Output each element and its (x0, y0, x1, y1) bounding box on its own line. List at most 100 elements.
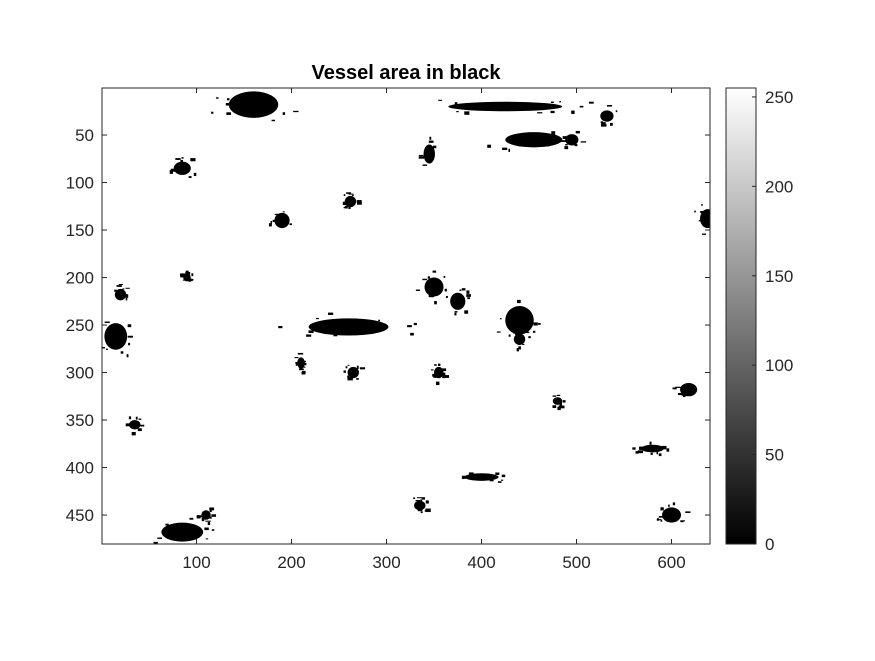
vessel-speck (209, 507, 215, 511)
vessel-blob (552, 397, 563, 405)
vessel-speck (515, 332, 520, 336)
vessel-speck (182, 279, 187, 281)
vessel-speck (560, 140, 567, 142)
vessel-speck (496, 331, 501, 333)
vessel-speck (459, 289, 462, 292)
vessel-speck (656, 519, 662, 521)
vessel-speck (601, 123, 607, 127)
vessel-speck (656, 451, 659, 455)
vessel-speck (466, 290, 470, 294)
vessel-speck (215, 97, 219, 99)
y-tick-label: 250 (66, 316, 94, 335)
colorbar-gradient (725, 87, 757, 545)
vessel-speck (165, 523, 169, 526)
vessel-region (102, 321, 134, 358)
vessel-speck (128, 416, 132, 420)
vessel-blob (114, 288, 127, 301)
vessel-speck (157, 537, 163, 539)
vessel-speck (105, 348, 108, 350)
vessel-speck (153, 541, 158, 544)
vessel-speck (575, 130, 580, 134)
vessel-speck (562, 136, 568, 139)
vessel-speck (658, 516, 664, 518)
vessel-blob (662, 507, 682, 523)
vessel-speck (126, 354, 129, 358)
vessel-speck (666, 448, 670, 452)
vessel-speck (357, 201, 362, 205)
x-tick-label: 600 (657, 553, 685, 572)
vessel-speck (415, 289, 420, 291)
vessel-speck (127, 324, 132, 328)
y-tick-label: 400 (66, 459, 94, 478)
vessel-speck (522, 343, 525, 346)
colorbar-tick-label: 250 (765, 88, 793, 107)
vessel-speck (295, 362, 298, 366)
vessel-speck (278, 326, 283, 329)
vessel-speck (188, 278, 194, 281)
vessel-speck (518, 346, 521, 350)
vessel-speck (315, 317, 319, 320)
vessel-speck (185, 272, 188, 275)
vessel-speck (574, 142, 577, 146)
vessel-speck (680, 520, 685, 522)
vessel-speck (672, 387, 677, 390)
vessel-blob (700, 209, 710, 229)
vessel-speck (714, 203, 719, 206)
vessel-speck (137, 428, 142, 432)
colorbar-tick-label: 150 (765, 267, 793, 286)
vessel-speck (580, 141, 587, 143)
vessel-speck (211, 529, 215, 531)
vessel-speck (528, 336, 531, 339)
vessel-speck (271, 119, 276, 122)
vessel-speck (558, 405, 564, 408)
vessel-speck (508, 334, 511, 337)
vessel-speck (118, 283, 123, 285)
vessel-speck (516, 329, 519, 333)
vessel-speck (519, 332, 523, 336)
vessel-blob (641, 444, 664, 453)
vessel-speck (430, 369, 434, 371)
x-tick-label: 400 (467, 553, 495, 572)
vessel-speck (352, 194, 354, 197)
vessel-speck (429, 136, 432, 140)
colorbar-ticks: 0 50 100 150 200 250 (752, 88, 793, 554)
vessel-speck (125, 423, 131, 427)
x-tick-label: 500 (562, 553, 590, 572)
vessel-speck (209, 509, 212, 513)
vessel-speck (420, 511, 423, 514)
vessel-speck (678, 392, 683, 396)
vessel-blob (104, 323, 128, 350)
vessel-speck (537, 112, 543, 114)
x-tick-label: 200 (277, 553, 305, 572)
vessel-speck (552, 395, 557, 397)
vessel-region (415, 270, 447, 305)
vessel-speck (565, 144, 568, 146)
vessel-region (461, 472, 506, 483)
vessel-speck (668, 504, 670, 507)
vessel-speck (302, 366, 306, 368)
vessel-blob (347, 366, 359, 379)
vessel-speck (420, 499, 423, 503)
vessel-speck (294, 356, 299, 359)
colorbar-tick-label: 0 (765, 535, 774, 554)
vessel-speck (348, 206, 351, 210)
vessel-speck (432, 270, 437, 273)
vessel-speck (442, 372, 446, 377)
vessel-blob (161, 522, 204, 542)
vessel-region (672, 382, 698, 398)
vessel-region (342, 192, 362, 210)
vessel-speck (226, 98, 230, 101)
vessel-speck (508, 148, 511, 152)
vessel-speck (437, 363, 441, 366)
vessel-speck (702, 233, 706, 235)
vessel-speck (518, 330, 523, 333)
vessel-speck (180, 159, 183, 163)
vessel-speck (343, 194, 346, 196)
vessel-blob (308, 318, 389, 336)
vessel-speck (306, 334, 312, 337)
vessel-speck (347, 364, 350, 366)
vessel-speck (466, 294, 471, 297)
vessel-speck (282, 211, 285, 213)
chart-title: Vessel area in black (311, 62, 501, 84)
vessel-region (114, 283, 130, 301)
